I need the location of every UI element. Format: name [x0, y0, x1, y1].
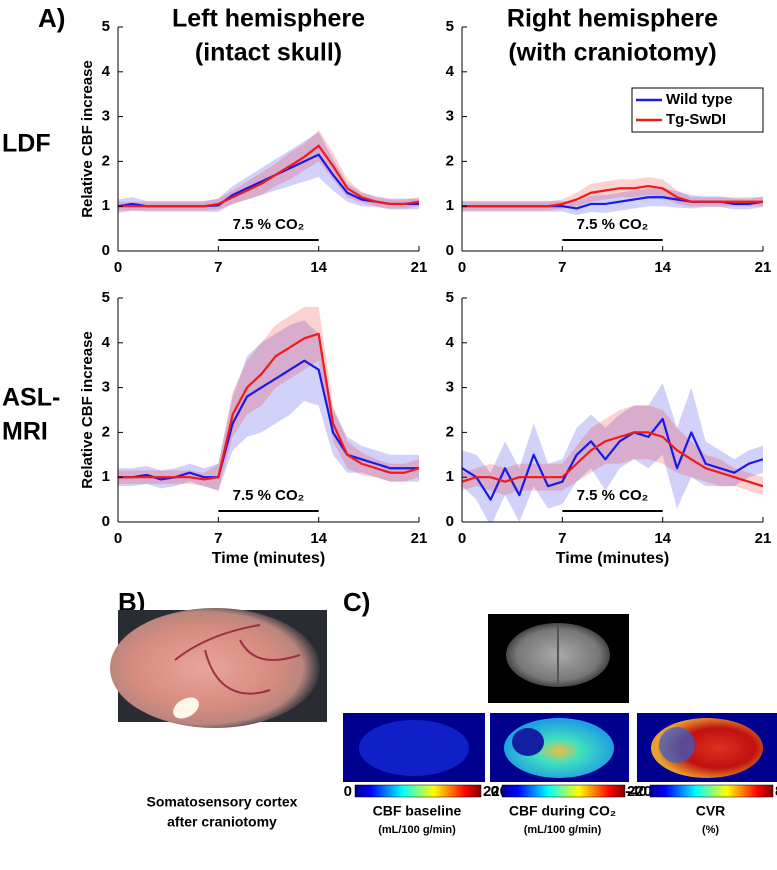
y-tick-label: 4 [102, 63, 111, 80]
annotation: 7.5 % CO₂ [577, 216, 649, 233]
series-line [118, 359, 419, 481]
chart-title: Left hemisphere [172, 5, 365, 33]
y-tick-label: 5 [446, 18, 454, 35]
map-unit: (%) [702, 824, 719, 836]
x-tick-label: 0 [114, 530, 122, 547]
x-tick-label: 14 [654, 259, 671, 276]
colorbar-max: 220 [627, 783, 652, 800]
series-line [118, 144, 419, 208]
chart-title: (with craniotomy) [508, 39, 716, 67]
y-tick-label: 5 [102, 289, 110, 306]
y-tick-label: 1 [102, 197, 110, 214]
map-title: CBF during CO₂ [509, 803, 616, 819]
photo-caption: Somatosensory cortex [147, 794, 298, 810]
row-label: ASL- [2, 384, 60, 412]
y-tick-label: 1 [102, 468, 110, 485]
legend-box [631, 87, 764, 133]
y-tick-label: 1 [446, 468, 454, 485]
cvr-map [637, 713, 777, 782]
colorbar [501, 784, 626, 798]
x-tick-label: 21 [411, 259, 428, 276]
y-tick-label: 2 [102, 423, 110, 440]
cbf-co2-map [490, 713, 629, 782]
y-axis-label: Relative CBF increase [79, 60, 96, 218]
series-line [118, 332, 419, 481]
y-axis-label: Relative CBF increase [79, 331, 96, 489]
annotation: 7.5 % CO₂ [577, 487, 649, 504]
photo-caption: after craniotomy [167, 814, 277, 830]
y-tick-label: 4 [446, 63, 455, 80]
anatomical-image [488, 614, 629, 703]
x-axis-label: Time (minutes) [556, 550, 670, 567]
map-unit: (mL/100 g/min) [524, 824, 602, 836]
x-axis-label: Time (minutes) [212, 550, 326, 567]
y-tick-label: 3 [446, 379, 454, 396]
y-tick-label: 2 [102, 152, 110, 169]
chart: 0 1 2 3 4 5 0 7 14 21 7.5 % CO₂ Time (minutes) [446, 289, 772, 567]
x-tick-label: 21 [755, 530, 772, 547]
x-tick-label: 0 [458, 530, 466, 547]
chart-title: Right hemisphere [507, 5, 718, 33]
y-tick-label: 0 [102, 513, 110, 530]
y-tick-label: 3 [446, 108, 454, 125]
series-line [462, 184, 763, 208]
y-tick-label: 5 [102, 18, 110, 35]
chart-title: (intact skull) [195, 39, 342, 67]
y-tick-label: 0 [102, 242, 110, 259]
error-band [118, 130, 419, 211]
chart: 0 1 2 3 4 5 0 7 14 21 7.5 % CO₂ Left hemisphere (int… [2, 5, 427, 276]
x-tick-label: 7 [558, 259, 566, 276]
y-tick-label: 0 [446, 513, 454, 530]
error-band [462, 383, 763, 522]
row-label: LDF [2, 130, 51, 158]
y-tick-label: 2 [446, 152, 454, 169]
error-band [462, 177, 763, 211]
legend-label: Wild type [666, 91, 733, 108]
legend-label: Tg-SwDI [666, 111, 726, 128]
y-tick-label: 3 [102, 379, 110, 396]
y-tick-label: 4 [446, 334, 455, 351]
y-tick-label: 1 [446, 197, 454, 214]
map-title: CVR [696, 803, 726, 819]
error-band [118, 132, 419, 213]
panel-label: A) [38, 3, 65, 33]
cbf-baseline-map [343, 713, 485, 782]
x-tick-label: 14 [654, 530, 671, 547]
error-band [462, 188, 763, 216]
chart: 0 1 2 3 4 5 0 7 14 21 7.5 % CO₂ Right hemisphere (wi… [446, 5, 772, 276]
colorbar [649, 784, 774, 798]
craniotomy-photo [110, 608, 327, 728]
colorbar-min: 0 [344, 783, 352, 800]
x-tick-label: 0 [114, 259, 122, 276]
x-tick-label: 21 [755, 259, 772, 276]
y-tick-label: 2 [446, 423, 454, 440]
y-tick-label: 5 [446, 289, 454, 306]
colorbar-max: 80 [775, 783, 777, 800]
map-unit: (mL/100 g/min) [378, 824, 456, 836]
y-tick-label: 3 [102, 108, 110, 125]
annotation: 7.5 % CO₂ [233, 216, 305, 233]
colorbar [354, 784, 482, 798]
x-tick-label: 14 [310, 259, 327, 276]
x-tick-label: 0 [458, 259, 466, 276]
y-tick-label: 0 [446, 242, 454, 259]
x-tick-label: 14 [310, 530, 327, 547]
x-tick-label: 7 [214, 530, 222, 547]
y-tick-label: 4 [102, 334, 111, 351]
x-tick-label: 21 [411, 530, 428, 547]
colorbar-min: -40 [625, 783, 647, 800]
chart: 0 1 2 3 4 5 0 7 14 21 7.5 % CO₂ ASL- MRI Relative CBF… [2, 289, 427, 567]
series-line [462, 417, 763, 501]
x-tick-label: 7 [214, 259, 222, 276]
series-line [462, 431, 763, 488]
row-label: MRI [2, 418, 48, 446]
annotation: 7.5 % CO₂ [233, 487, 305, 504]
map-title: CBF baseline [373, 803, 462, 819]
x-tick-label: 7 [558, 530, 566, 547]
panel-label: C) [343, 587, 370, 617]
colorbar-min: 0 [491, 783, 499, 800]
